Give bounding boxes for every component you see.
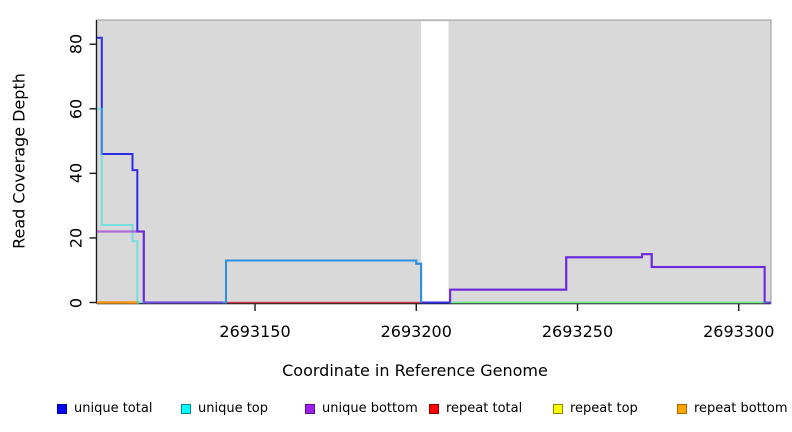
x-tick-label: 2693300 xyxy=(703,322,775,341)
y-tick-label: 20 xyxy=(66,227,86,249)
legend-label: repeat top xyxy=(570,401,638,416)
legend-label: unique total xyxy=(74,401,153,416)
y-tick-label: 0 xyxy=(66,297,86,308)
legend-item: unique bottom xyxy=(305,401,418,416)
series-line-unique-top xyxy=(97,107,423,304)
legend-item: unique top xyxy=(181,401,268,416)
series-line-unique-bottom xyxy=(97,230,223,304)
y-tick-label: 80 xyxy=(66,34,86,55)
y-axis-title: Read Coverage Depth xyxy=(9,73,29,249)
x-axis-title: Coordinate in Reference Genome xyxy=(282,361,548,380)
legend-swatch-icon xyxy=(429,403,439,414)
no-data-gap xyxy=(421,21,449,304)
y-tick-label: 40 xyxy=(66,163,86,184)
legend-label: unique top xyxy=(198,401,269,416)
legend-swatch-icon xyxy=(553,403,563,414)
legend-swatch-icon xyxy=(181,403,191,414)
x-tick-label: 2693200 xyxy=(380,322,452,341)
legend-swatch-icon xyxy=(305,403,315,414)
legend-swatch-icon xyxy=(57,403,67,414)
legend-label: repeat bottom xyxy=(694,401,788,416)
legend-label: repeat total xyxy=(446,401,523,416)
legend-item: repeat total xyxy=(429,401,522,416)
x-tick-label: 2693250 xyxy=(541,322,614,341)
legend-item: unique total xyxy=(57,401,152,416)
legend-label: unique bottom xyxy=(322,401,418,416)
legend-item: repeat top xyxy=(553,401,638,416)
series-line-unique-bottom xyxy=(449,253,771,304)
x-tick-label: 2693150 xyxy=(219,322,291,341)
y-tick-label: 60 xyxy=(66,98,86,119)
legend-swatch-icon xyxy=(677,403,687,414)
legend-item: repeat bottom xyxy=(677,401,788,416)
